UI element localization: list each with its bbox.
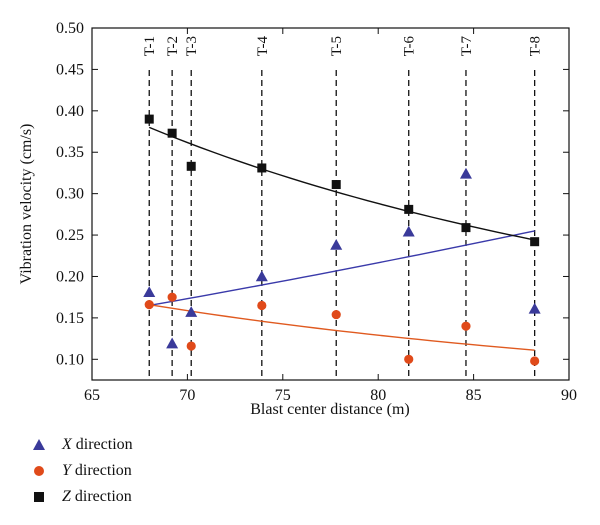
axis-ticks: 65 70 75 80 85 90 0.10 0.15 0.20 0.25 0.30 0.35 0.40… — [56, 20, 577, 404]
y-tick-label: 0.50 — [56, 20, 84, 37]
data-point-circle — [144, 300, 154, 310]
data-point-triangle — [402, 225, 415, 237]
chart: T-1 T-2 T-3 T-4 T-5 T-6 T-7 T-8 65 70 75 80 85 90 0.1… — [18, 20, 577, 418]
legend-item: Z direction — [32, 484, 133, 510]
data-point-square — [404, 204, 414, 214]
x-tick-label: 65 — [84, 387, 100, 404]
fit-line — [149, 230, 535, 307]
data-point-circle — [167, 292, 177, 302]
fit-line — [148, 126, 535, 241]
x-axis-title: Blast center distance (m) — [250, 401, 410, 418]
data-point-square — [257, 163, 267, 173]
legend-marker — [33, 439, 45, 450]
data-point-square — [186, 161, 196, 171]
data-point-triangle — [255, 270, 268, 282]
legend: X direction Y direction Z direction — [32, 432, 133, 510]
data-point-square — [167, 128, 177, 138]
data-point-triangle — [528, 302, 541, 314]
data-point-circle — [186, 341, 196, 351]
vertical-line-label: T-6 — [402, 36, 418, 57]
vertical-line-label: T-5 — [329, 36, 345, 56]
x-tick-label: 85 — [466, 387, 482, 404]
y-tick-label: 0.30 — [56, 186, 84, 203]
vertical-line-label: T-3 — [184, 36, 200, 56]
x-tick-label: 90 — [561, 387, 577, 404]
data-point-triangle — [166, 337, 179, 349]
y-tick-label: 0.35 — [56, 144, 84, 161]
x-tick-label: 75 — [275, 387, 291, 404]
x-tick-label: 70 — [179, 387, 195, 404]
y-tick-label: 0.25 — [56, 227, 84, 244]
vertical-line-label: T-7 — [459, 36, 475, 57]
fit-lines — [148, 126, 535, 351]
data-point-square — [530, 237, 540, 247]
vertical-line-label: T-1 — [142, 36, 158, 56]
data-point-triangle — [459, 167, 472, 179]
data-point-circle — [331, 309, 341, 320]
legend-marker — [34, 466, 44, 476]
data-point-triangle — [330, 238, 343, 250]
data-point-triangle — [185, 306, 198, 317]
data-point-square — [144, 114, 154, 124]
y-tick-label: 0.40 — [56, 103, 84, 120]
legend-marker — [34, 492, 44, 502]
vertical-lines: T-1 T-2 T-3 T-4 T-5 T-6 T-7 T-8 — [142, 36, 544, 380]
plot-frame — [91, 27, 570, 381]
fit-line — [149, 303, 535, 351]
data-points — [143, 114, 541, 366]
data-point-square — [331, 180, 341, 190]
legend-label: Y direction — [62, 462, 132, 479]
y-tick-label: 0.45 — [56, 61, 84, 78]
y-axis-title: Vibration velocity (cm/s) — [18, 124, 35, 285]
vertical-line-label: T-4 — [255, 36, 271, 57]
y-tick-label: 0.15 — [56, 310, 84, 327]
data-point-circle — [257, 300, 267, 311]
data-point-circle — [404, 354, 414, 364]
legend-item: Y direction — [32, 458, 133, 484]
y-tick-label: 0.10 — [56, 351, 84, 368]
data-point-circle — [530, 356, 540, 366]
x-tick-label: 80 — [370, 387, 386, 404]
legend-item: X direction — [32, 432, 133, 458]
data-point-triangle — [143, 286, 156, 298]
vertical-line-label: T-8 — [528, 36, 544, 56]
legend-label: Z direction — [62, 488, 132, 505]
y-tick-label: 0.20 — [56, 268, 84, 285]
vertical-line-label: T-2 — [165, 36, 181, 56]
data-point-square — [461, 223, 471, 233]
data-point-circle — [461, 321, 471, 331]
legend-label: X direction — [62, 436, 133, 453]
